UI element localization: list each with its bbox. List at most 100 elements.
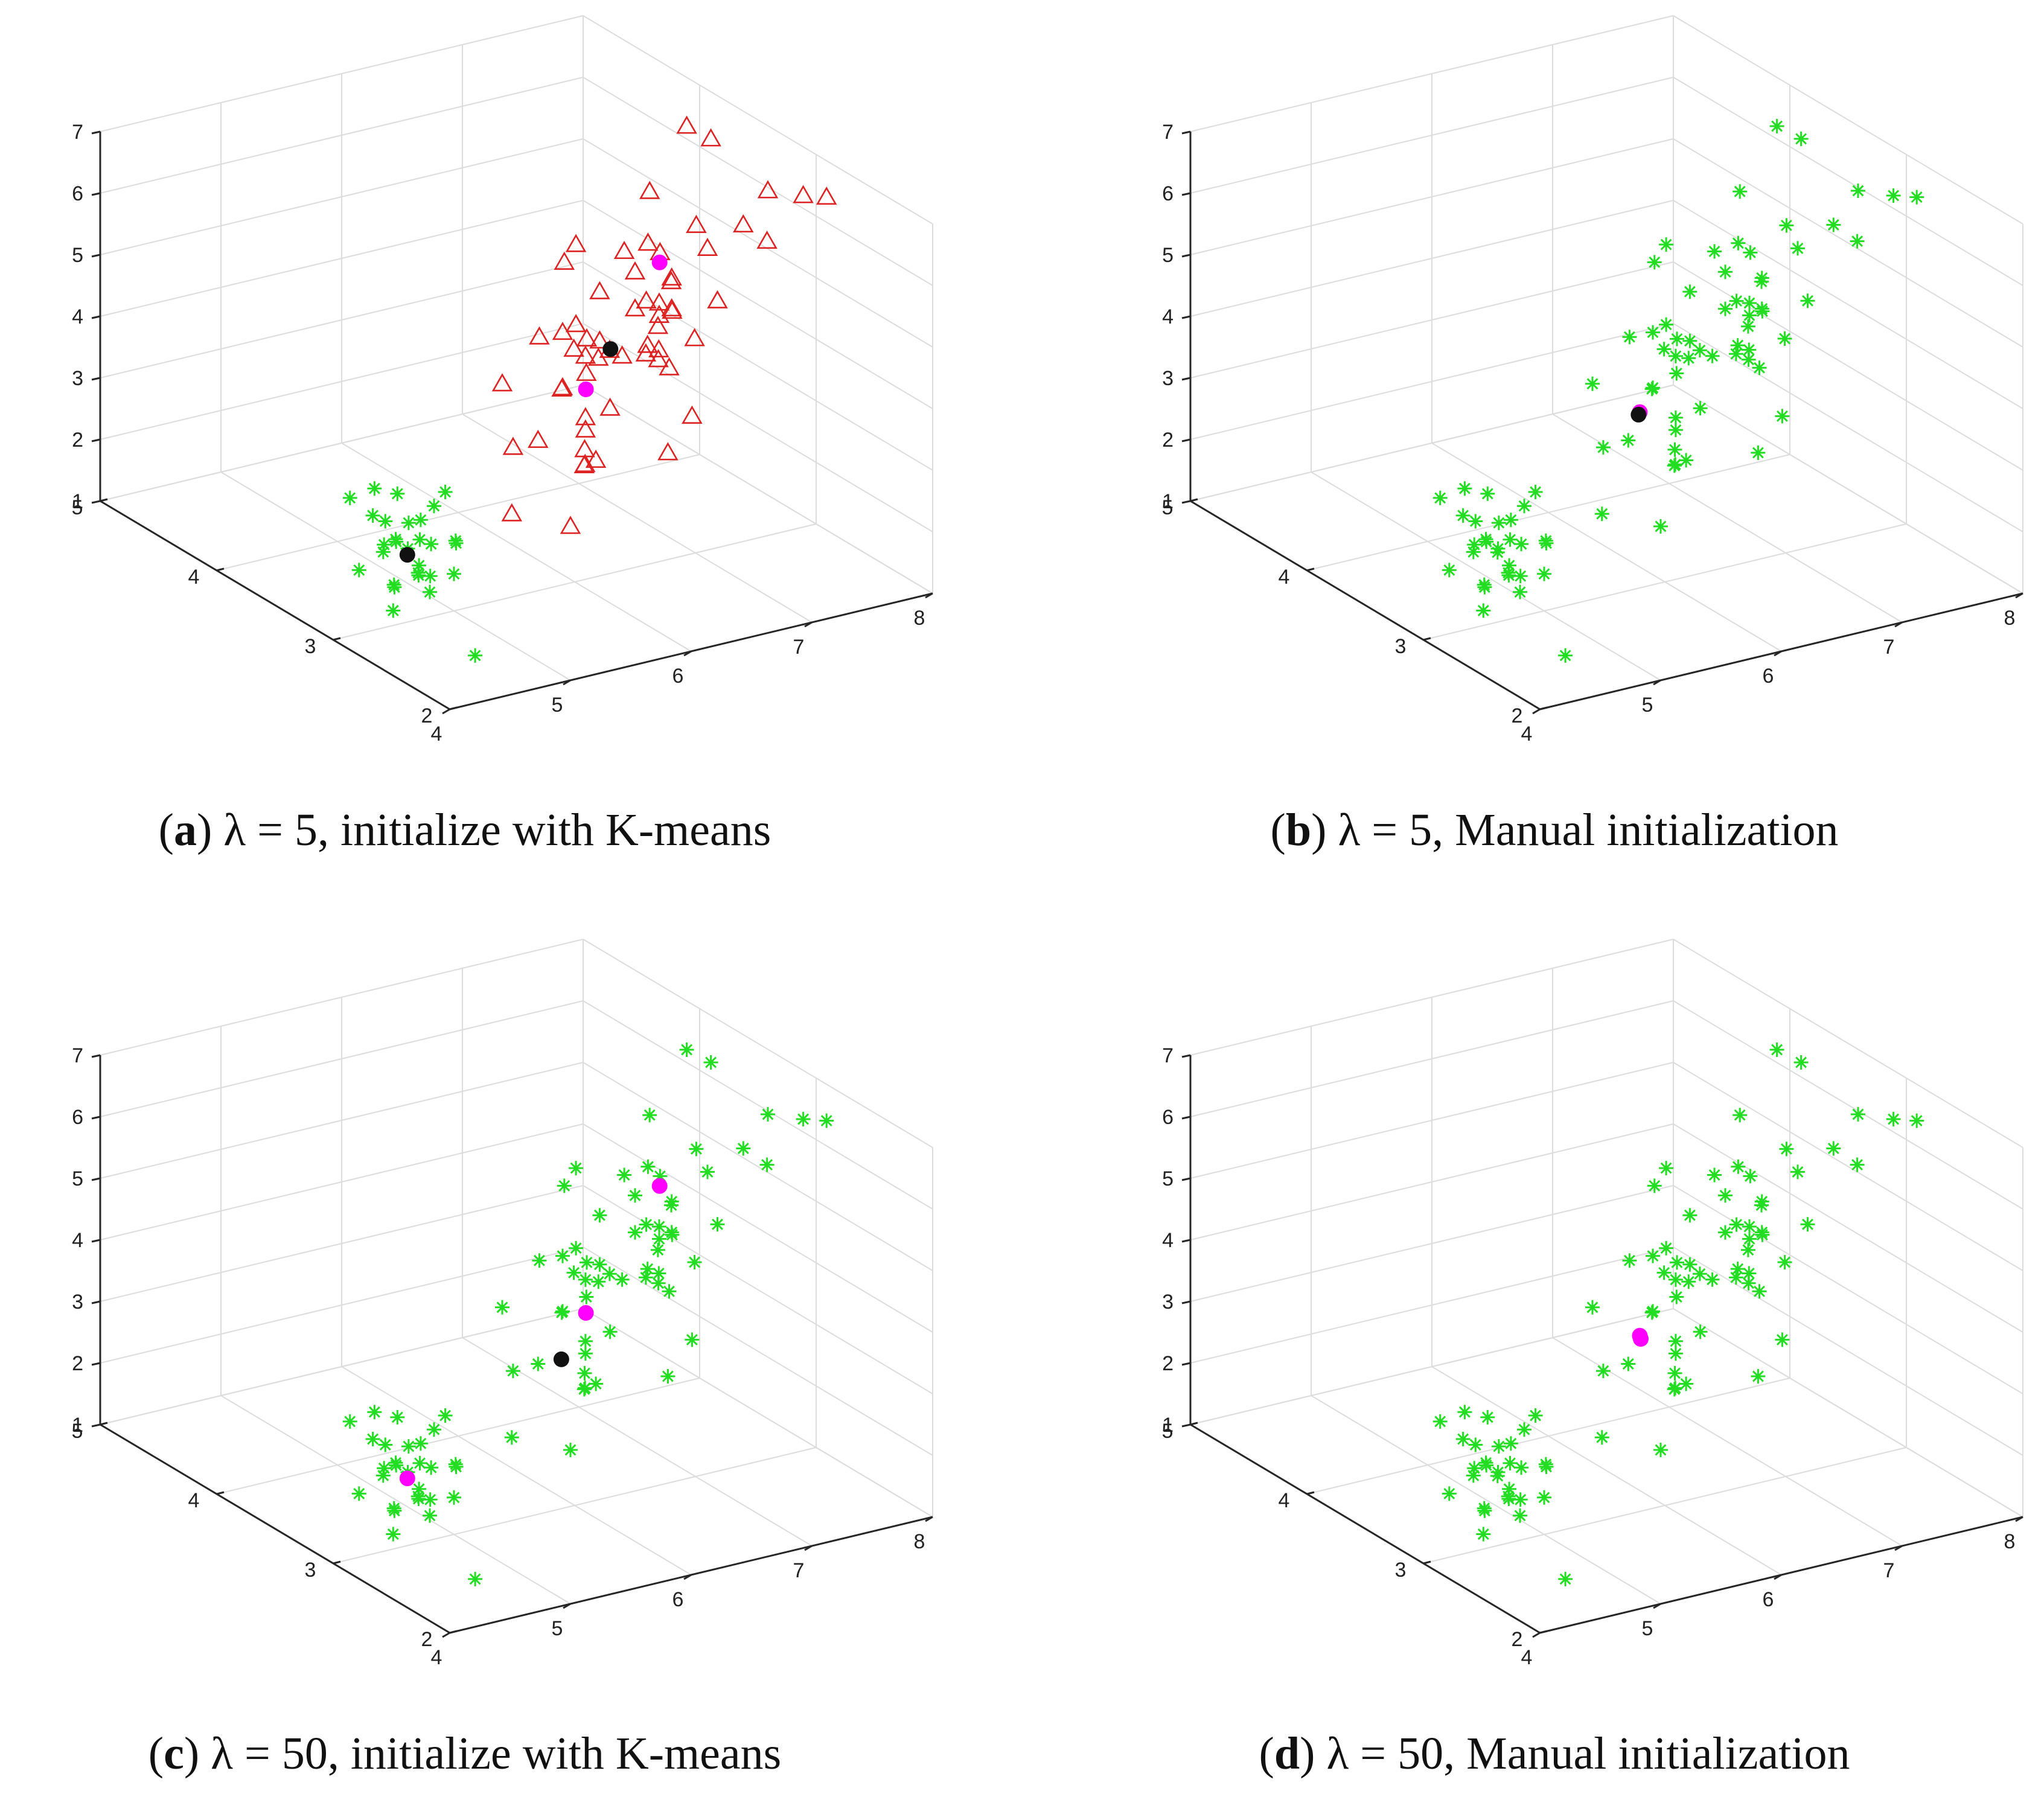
z-tick-mark — [1181, 1423, 1191, 1428]
scatter-point — [1595, 440, 1611, 455]
scatter-point — [1558, 1571, 1573, 1586]
caption-label: b — [1286, 805, 1311, 855]
scatter-point — [1729, 1217, 1744, 1232]
scatter-point — [1740, 319, 1755, 334]
scatter-point — [1622, 330, 1637, 345]
scatter-point — [1585, 1300, 1600, 1315]
scatter-point — [1793, 132, 1809, 146]
scatter-point — [710, 1217, 725, 1232]
y-tick-label: 2 — [1512, 704, 1523, 727]
z-tick-label: 7 — [1162, 121, 1174, 144]
scatter-point — [1733, 184, 1748, 199]
scatter-point — [448, 1457, 463, 1472]
gridline — [1673, 261, 2023, 471]
scatter-point — [1558, 648, 1573, 663]
scatter-point — [1754, 270, 1769, 286]
scatter-point — [1850, 234, 1865, 249]
scatter-point — [563, 338, 584, 357]
y-tick-label: 3 — [305, 635, 316, 658]
scatter-point — [640, 1159, 656, 1174]
scatter-point — [1667, 458, 1682, 473]
scatter-point — [386, 577, 401, 592]
z-tick-mark — [91, 315, 101, 319]
scatter-point — [1682, 284, 1697, 299]
scatter-point — [1826, 217, 1841, 232]
scatter-point — [1656, 342, 1672, 357]
scatter-point — [1538, 533, 1553, 548]
gridline — [1431, 442, 1782, 652]
caption-paren-open: ( — [149, 1728, 164, 1779]
scatter-point — [1752, 1284, 1767, 1299]
z-tick-label: 2 — [1162, 429, 1174, 452]
gridline — [1673, 1062, 2023, 1271]
scatter-point — [1668, 1346, 1683, 1361]
scatter-point — [565, 314, 587, 333]
scatter-point — [1491, 1439, 1506, 1454]
scatter-point — [423, 1492, 438, 1507]
y-tick-label: 4 — [188, 1489, 200, 1512]
scatter-point — [1476, 603, 1491, 618]
panel-caption: (c) λ = 50, initialize with K-means — [149, 1728, 781, 1779]
scatter-point — [575, 419, 596, 438]
scatter-point — [1667, 442, 1682, 457]
z-tick-mark — [91, 1177, 101, 1181]
x-tick-mark — [925, 1516, 933, 1522]
scatter-point — [1466, 544, 1481, 560]
scatter-point — [1646, 380, 1660, 395]
scatter-point — [1513, 1508, 1527, 1523]
z-tick-label: 1 — [1162, 1414, 1174, 1437]
scatter-point — [377, 537, 392, 552]
scatter-point — [412, 1455, 427, 1470]
z-tick-label: 4 — [72, 1229, 83, 1252]
gridline — [1673, 15, 2023, 225]
x-tick-label: 8 — [2004, 1530, 2016, 1553]
scatter-point — [689, 1141, 704, 1157]
z-tick-label: 1 — [72, 1414, 83, 1437]
z-tick-label: 7 — [72, 121, 83, 144]
scatter-point — [1457, 481, 1472, 496]
gridline — [1311, 1395, 1661, 1604]
z-tick-mark — [91, 1300, 101, 1304]
z-tick-mark — [91, 1362, 101, 1366]
z-tick-label: 2 — [72, 429, 83, 452]
gridline — [1190, 1247, 1674, 1364]
y-tick-label: 3 — [1395, 1559, 1407, 1582]
gridline — [100, 939, 584, 1056]
scatter-point — [1513, 584, 1527, 599]
scatter-point — [651, 1266, 666, 1281]
scatter-point — [1528, 1408, 1543, 1423]
gridline — [100, 1062, 584, 1179]
scatter-point — [1653, 1443, 1668, 1457]
scatter-point — [351, 1486, 366, 1501]
scatter-point — [1705, 1272, 1720, 1287]
y-tick-mark — [449, 1630, 458, 1634]
x-tick-label: 7 — [793, 1559, 805, 1582]
scatter-point — [378, 1437, 393, 1452]
scatter-point — [1477, 577, 1492, 592]
scatter-point — [342, 1414, 357, 1429]
x-tick-label: 8 — [2004, 607, 2016, 630]
x-tick-label: 7 — [793, 636, 805, 659]
cluster-center-point — [399, 547, 415, 563]
scatter-point — [569, 1240, 584, 1256]
scatter-point — [552, 321, 573, 340]
z-tick-mark — [1181, 1116, 1191, 1120]
x-tick-label: 5 — [1642, 1617, 1653, 1640]
scatter-point — [1790, 241, 1805, 256]
scatter-point — [1741, 1275, 1756, 1291]
gridline — [100, 323, 584, 440]
caption-paren-open: ( — [1259, 1728, 1274, 1779]
gridline — [1431, 1366, 1782, 1575]
z-tick-mark — [1181, 438, 1191, 442]
scatter-point — [1742, 1219, 1757, 1234]
scatter-point — [1503, 512, 1518, 528]
scatter-point — [1707, 1167, 1722, 1183]
gridline — [1311, 471, 1661, 681]
scatter-point — [377, 1461, 392, 1476]
scatter-point — [427, 1422, 441, 1437]
x-tick-label: 6 — [1763, 665, 1774, 688]
scatter-point — [423, 1508, 437, 1523]
scatter-point — [1595, 1364, 1611, 1379]
scatter-point — [1442, 563, 1457, 578]
scatter-point — [1769, 1042, 1784, 1057]
